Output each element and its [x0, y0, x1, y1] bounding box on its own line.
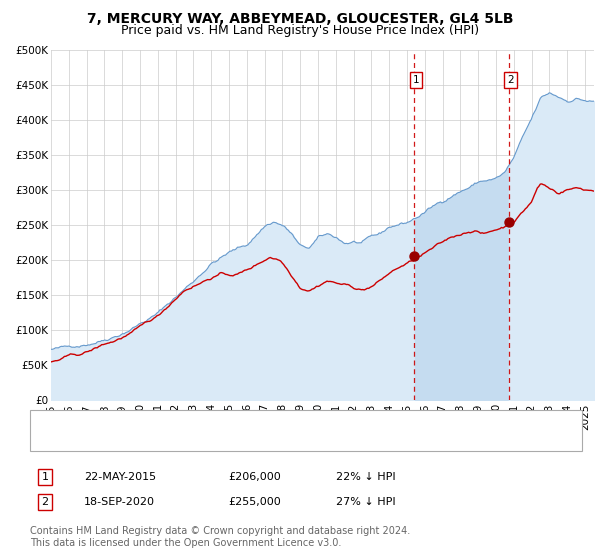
Text: This data is licensed under the Open Government Licence v3.0.: This data is licensed under the Open Gov…	[30, 538, 341, 548]
Text: 1: 1	[41, 472, 49, 482]
Text: 22% ↓ HPI: 22% ↓ HPI	[336, 472, 395, 482]
Text: 27% ↓ HPI: 27% ↓ HPI	[336, 497, 395, 507]
Text: 2: 2	[41, 497, 49, 507]
Text: HPI: Average price, detached house, Gloucester: HPI: Average price, detached house, Glou…	[72, 435, 338, 445]
Text: £206,000: £206,000	[228, 472, 281, 482]
Text: 1: 1	[412, 75, 419, 85]
Text: 7, MERCURY WAY, ABBEYMEAD, GLOUCESTER, GL4 5LB: 7, MERCURY WAY, ABBEYMEAD, GLOUCESTER, G…	[87, 12, 513, 26]
Text: Contains HM Land Registry data © Crown copyright and database right 2024.: Contains HM Land Registry data © Crown c…	[30, 526, 410, 536]
Text: 18-SEP-2020: 18-SEP-2020	[84, 497, 155, 507]
Text: Price paid vs. HM Land Registry's House Price Index (HPI): Price paid vs. HM Land Registry's House …	[121, 24, 479, 37]
Text: £255,000: £255,000	[228, 497, 281, 507]
Text: 22-MAY-2015: 22-MAY-2015	[84, 472, 156, 482]
Text: 7, MERCURY WAY, ABBEYMEAD, GLOUCESTER, GL4 5LB (detached house): 7, MERCURY WAY, ABBEYMEAD, GLOUCESTER, G…	[72, 417, 481, 427]
Text: 2: 2	[508, 75, 514, 85]
